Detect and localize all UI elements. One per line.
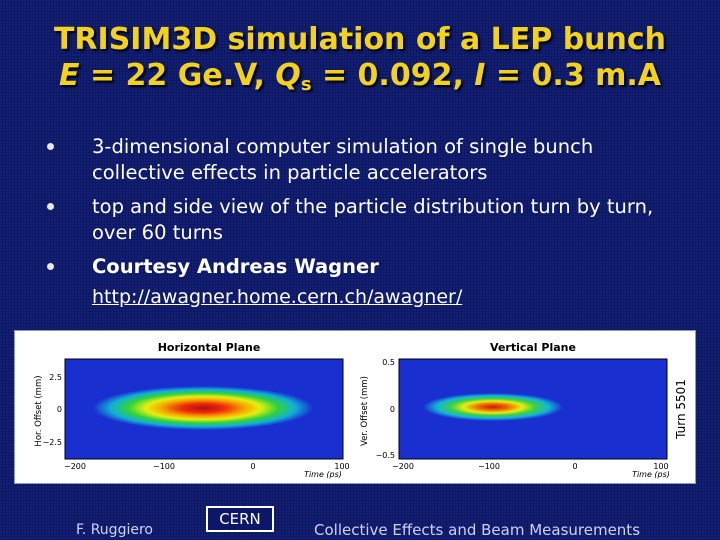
right-y-tick-label: −0.5	[376, 451, 395, 460]
footer-text: Collective Effects and Beam Measurements	[314, 521, 641, 539]
left-beam-distribution	[93, 386, 313, 430]
left-plot-frame	[64, 358, 344, 460]
right-x-tick-label: −200	[392, 462, 414, 471]
right-y-axis-label: Ver. Offset (mm)	[360, 376, 370, 446]
current-value: = 0.3 m.A	[485, 58, 661, 93]
bullet-item: Courtesy Andreas Wagner	[44, 254, 684, 280]
left-x-tick-label: 100	[334, 462, 349, 471]
right-y-tick-label: 0	[390, 405, 395, 414]
left-x-tick-label: 0	[250, 462, 255, 471]
slide-title: TRISIM3D simulation of a LEP bunch E = 2…	[0, 22, 720, 103]
right-x-tick-label: 0	[572, 462, 577, 471]
bullet-dot-icon	[47, 263, 54, 270]
right-plot-frame	[398, 358, 668, 460]
right-x-tick-label: −100	[478, 462, 500, 471]
footer-author: F. Ruggiero	[76, 522, 153, 538]
energy-symbol: E	[59, 58, 80, 93]
simulation-figure: Horizontal Plane Hor. Offset (mm) 2.5 0 …	[14, 330, 696, 484]
tune-symbol: Q	[275, 58, 301, 93]
current-symbol: I	[474, 58, 486, 93]
left-x-axis-label: Time (ps)	[304, 470, 342, 479]
awagner-homepage-link[interactable]: http://awagner.home.cern.ch/awagner/	[92, 286, 463, 308]
bullet-item: top and side view of the particle distri…	[44, 194, 684, 246]
left-y-tick-label: −2.5	[43, 438, 62, 447]
left-plot-title: Horizontal Plane	[158, 341, 261, 354]
right-beam-distribution	[423, 393, 563, 421]
right-plot-title: Vertical Plane	[490, 341, 576, 354]
title-line-2: E = 22 Ge.V, Qs = 0.092, I = 0.3 m.A	[0, 58, 720, 103]
left-y-tick-label: 0	[57, 405, 62, 414]
cern-badge: CERN	[206, 506, 274, 532]
left-y-axis-label: Hor. Offset (mm)	[34, 375, 44, 446]
energy-value: = 22 Ge.V,	[79, 58, 276, 93]
simulation-figure-svg: Horizontal Plane Hor. Offset (mm) 2.5 0 …	[34, 341, 688, 479]
turn-label: Turn 5501	[674, 379, 688, 440]
left-y-tick-label: 2.5	[49, 373, 62, 382]
left-x-tick-label: −200	[64, 462, 86, 471]
right-y-tick-label: 0.5	[382, 358, 395, 367]
right-x-axis-label: Time (ps)	[632, 470, 670, 479]
bullet-dot-icon	[47, 143, 54, 150]
bullet-list: 3-dimensional computer simulation of sin…	[44, 134, 684, 280]
bullet-text: top and side view of the particle distri…	[92, 195, 654, 244]
right-x-tick-label: 100	[653, 462, 668, 471]
tune-value: = 0.092,	[311, 58, 475, 93]
title-line-1: TRISIM3D simulation of a LEP bunch	[53, 22, 667, 57]
bullet-dot-icon	[47, 203, 54, 210]
left-x-tick-label: −100	[153, 462, 175, 471]
bullet-text: 3-dimensional computer simulation of sin…	[92, 135, 594, 184]
bullet-text: Courtesy Andreas Wagner	[92, 255, 379, 278]
tune-subscript: s	[300, 74, 312, 95]
bullet-item: 3-dimensional computer simulation of sin…	[44, 134, 684, 186]
